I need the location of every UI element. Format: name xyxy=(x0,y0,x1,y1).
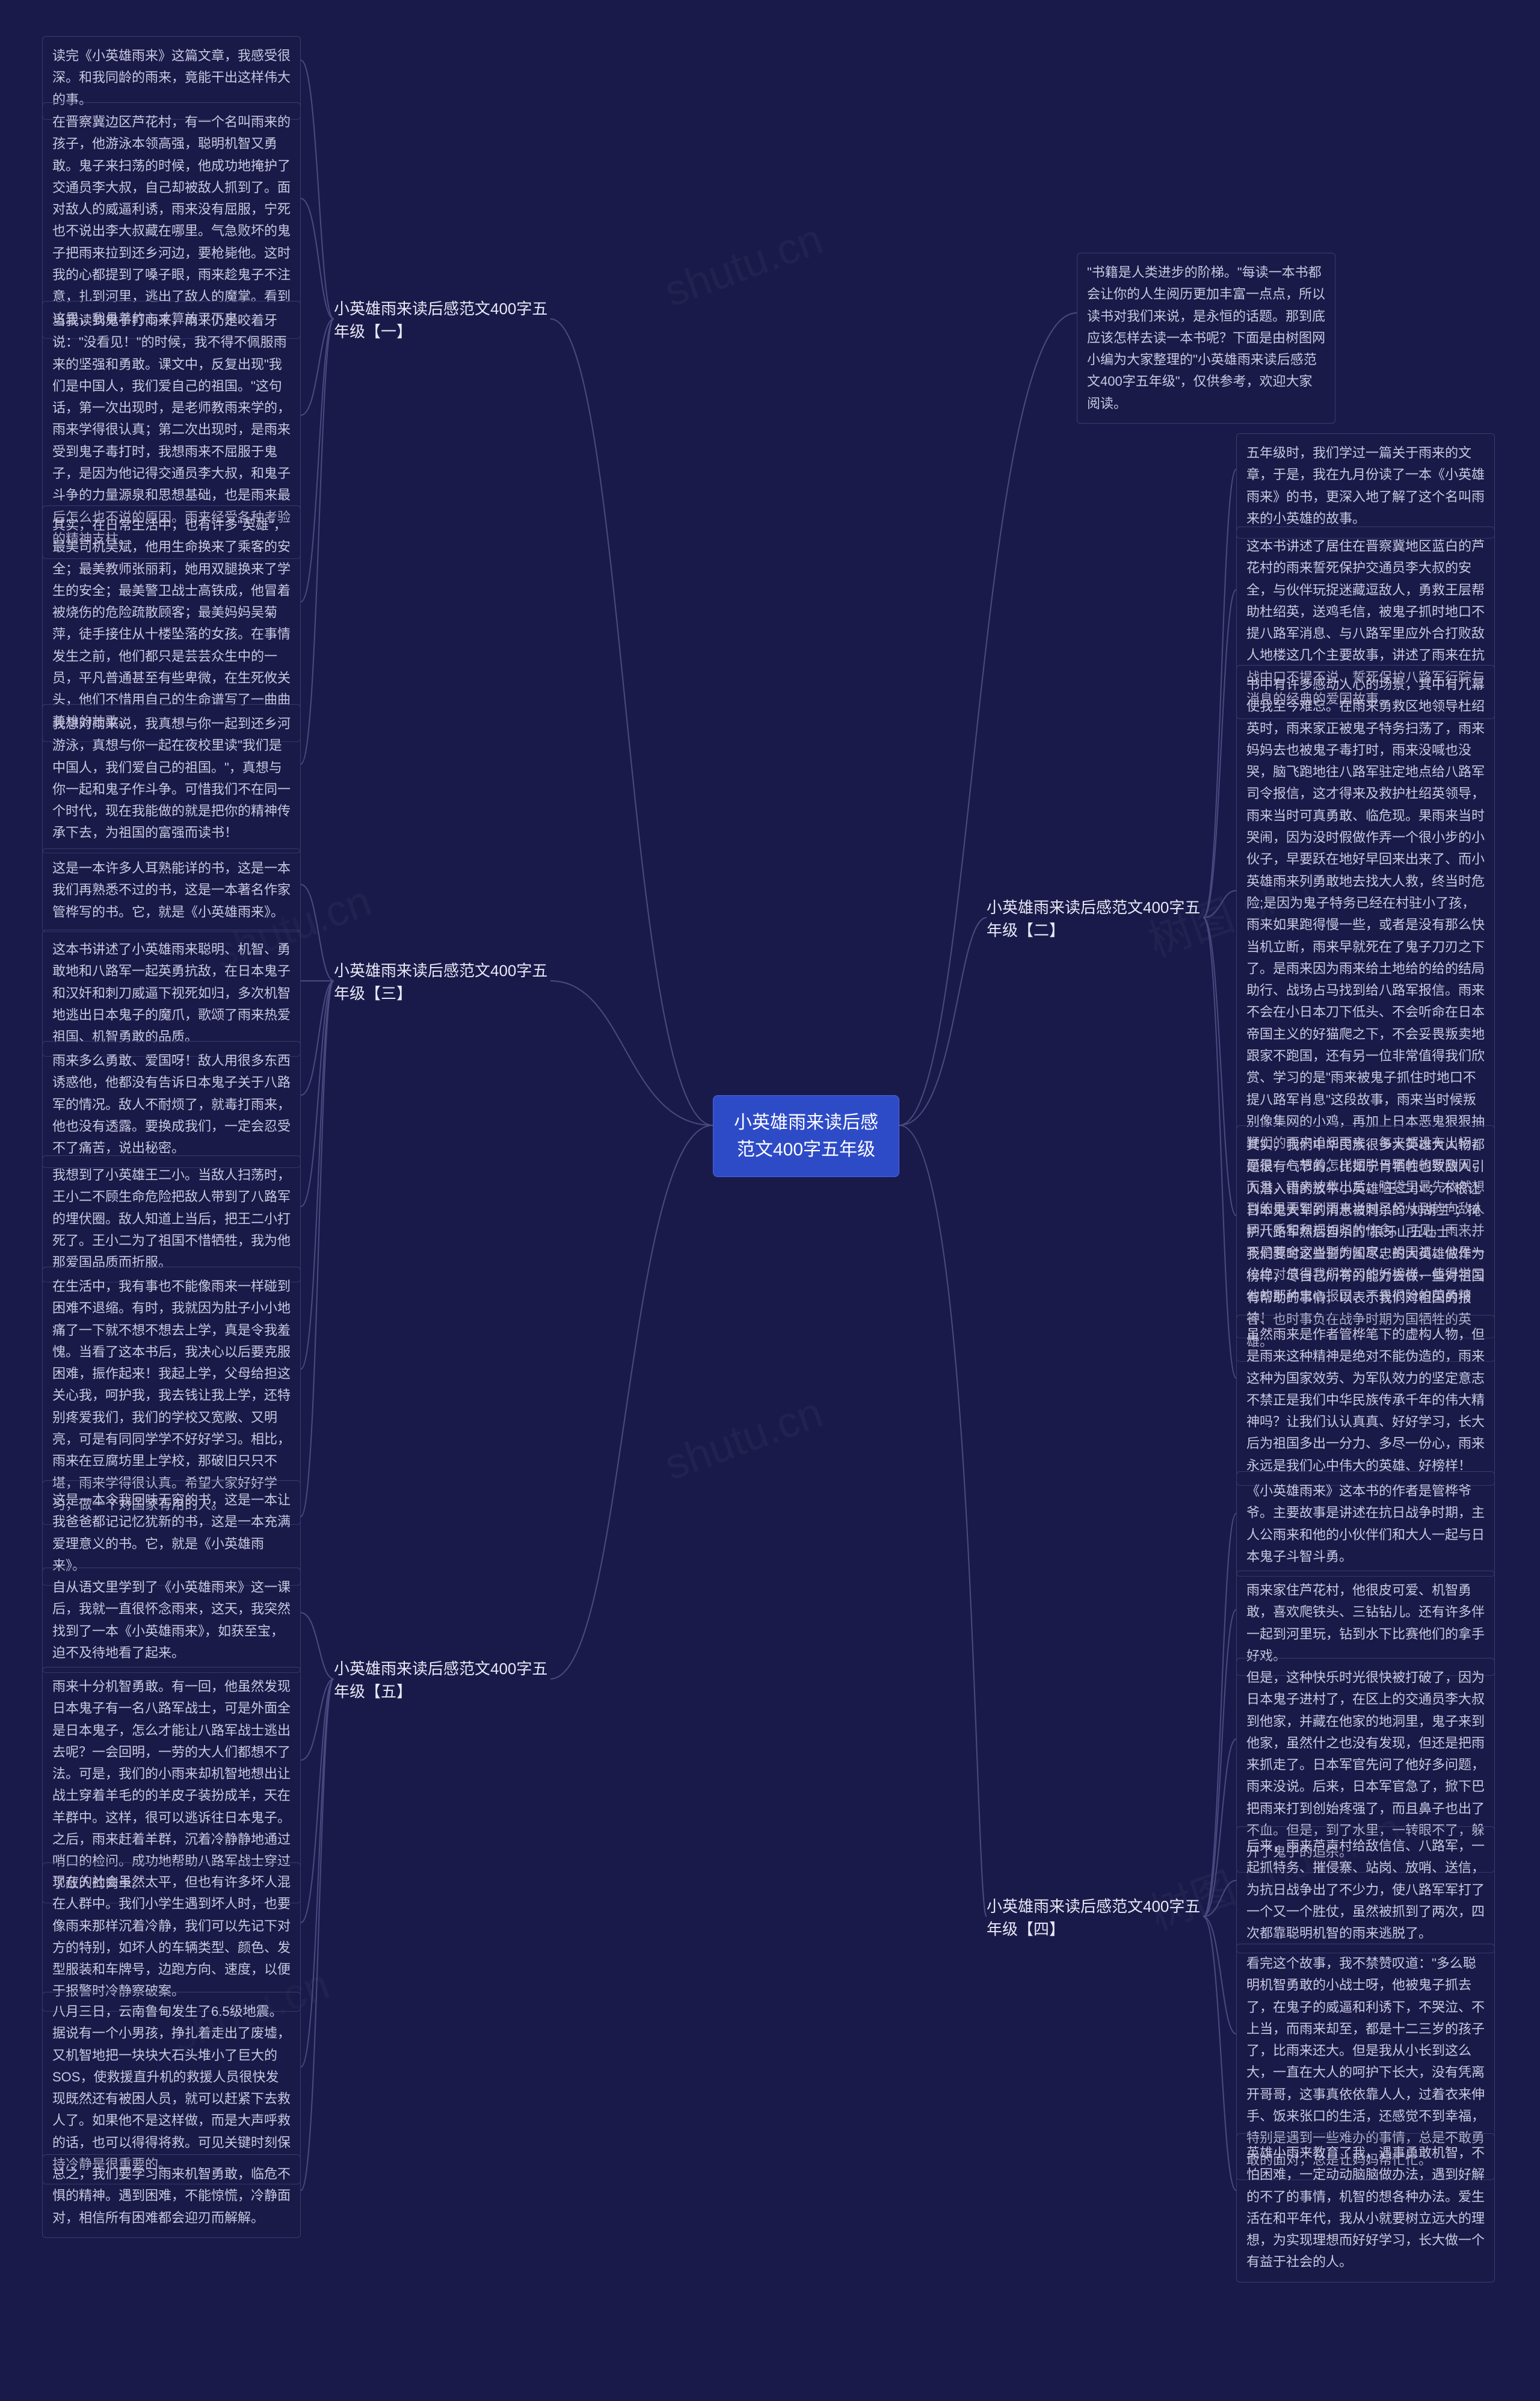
leaf-3-2[interactable]: 这本书讲述了小英雄雨来聪明、机智、勇敢地和八路军一起英勇抗敌，在日本鬼子和汉奸和… xyxy=(42,930,301,1057)
leaf-5-5[interactable]: 总之，我们要学习雨来机智勇敢，临危不惧的精神。遇到困难，不能惊慌，冷静面对，相信… xyxy=(42,2154,301,2238)
branch-2[interactable]: 小英雄雨来读后感范文400字五年级【二】 xyxy=(987,897,1203,942)
mindmap-canvas: shutu.cn shutu.cn 树图 shutu shutu.cn 树图 s… xyxy=(0,0,1540,2401)
branch-1[interactable]: 小英雄雨来读后感范文400字五年级【一】 xyxy=(334,298,550,343)
leaf-4-1[interactable]: 《小英雄雨来》这本书的作者是管桦爷爷。主要故事是讲述在抗日战争时期，主人公雨来和… xyxy=(1236,1471,1495,1577)
intro-node[interactable]: "书籍是人类进步的阶梯。"每读一本书都会让你的人生阅历更加丰富一点点，所以读书对… xyxy=(1077,253,1335,424)
leaf-5-1[interactable]: 自从语文里学到了《小英雄雨来》这一课后，我就一直很怀念雨来，这天，我突然找到了一… xyxy=(42,1568,301,1673)
leaf-3-4[interactable]: 我想到了小英雄王二小。当敌人扫荡时，王小二不顾生命危险把敌人带到了八路军的埋伏圈… xyxy=(42,1155,301,1282)
branch-4[interactable]: 小英雄雨来读后感范文400字五年级【四】 xyxy=(987,1896,1203,1941)
leaf-2-1[interactable]: 五年级时，我们学过一篇关于雨来的文章，于是，我在九月份读了一本《小英雄雨来》的书… xyxy=(1236,433,1495,539)
center-node[interactable]: 小英雄雨来读后感范文400字五年级 xyxy=(713,1095,899,1177)
watermark: shutu.cn xyxy=(658,1388,829,1490)
leaf-1-5[interactable]: 我想对雨来说，我真想与你一起到还乡河游泳，真想与你一起在夜校里读"我们是中国人，… xyxy=(42,704,301,853)
watermark: shutu.cn xyxy=(658,214,829,317)
leaf-3-3[interactable]: 雨来多么勇敢、爱国呀！敌人用很多东西诱惑他，他都没有告诉日本鬼子关于八路军的情况… xyxy=(42,1041,301,1168)
leaf-4-4[interactable]: 后来，雨来芦声村给敌信信、八路军，一起抓特务、摧侵寨、站岗、放哨、送信，为抗日战… xyxy=(1236,1826,1495,1953)
leaf-2-5[interactable]: 虽然雨来是作者管桦笔下的虚构人物，但是雨来这种精神是绝对不能伪造的，雨来这种为国… xyxy=(1236,1315,1495,1486)
leaf-3-1[interactable]: 这是一本许多人耳熟能详的书，这是一本我们再熟悉不过的书，这是一本著名作家管桦写的… xyxy=(42,848,301,932)
branch-3[interactable]: 小英雄雨来读后感范文400字五年级【三】 xyxy=(334,960,550,1005)
leaf-4-6[interactable]: 英雄小雨来教育了我，遇事勇敢机智，不怕困难，一定动动脑脑做办法，遇到好解的不了的… xyxy=(1236,2133,1495,2282)
branch-5[interactable]: 小英雄雨来读后感范文400字五年级【五】 xyxy=(334,1658,550,1703)
leaf-5-3[interactable]: 现在的社会虽然太平，但也有许多坏人混在人群中。我们小学生遇到坏人时，也要像雨来那… xyxy=(42,1862,301,2012)
